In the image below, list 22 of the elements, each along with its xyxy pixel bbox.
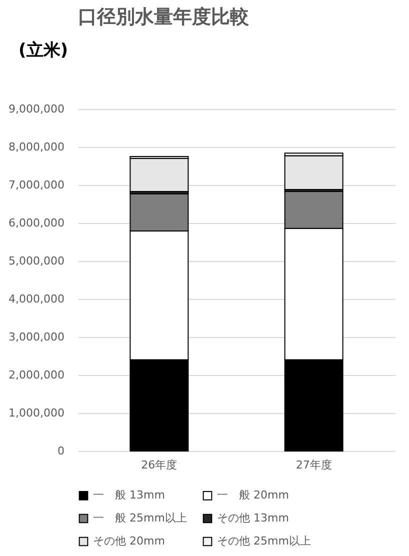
x-tick-label: 27年度 [296,458,332,472]
legend-label: 一 般 25mm以上 [93,512,187,524]
y-tick-label: 8,000,000 [8,140,64,154]
legend-label: その他 20mm [93,534,165,548]
y-tick-label: 6,000,000 [8,216,64,230]
y-axis-title: (立米) [18,40,68,60]
y-tick-label: 4,000,000 [8,292,64,306]
legend-label: その他 25mm以上 [217,534,311,548]
bar [130,158,189,192]
y-tick-label: 5,000,000 [8,254,64,268]
y-tick-label: 3,000,000 [8,330,64,344]
y-tick-label: 0 [58,444,64,458]
y-tick-label: 1,000,000 [8,406,64,420]
legend-label: その他 13mm [217,512,289,524]
x-tick-label: 26年度 [141,458,178,472]
y-tick-label: 2,000,000 [8,368,64,382]
legend-label: 一 般 20mm [217,488,289,502]
y-tick-label: 7,000,000 [8,178,64,192]
bar [284,155,344,190]
chart-title: 口径別水量年度比較 [78,6,250,28]
legend-label: 一 般 13mm [93,488,165,502]
y-tick-label: 9,000,000 [8,102,64,116]
